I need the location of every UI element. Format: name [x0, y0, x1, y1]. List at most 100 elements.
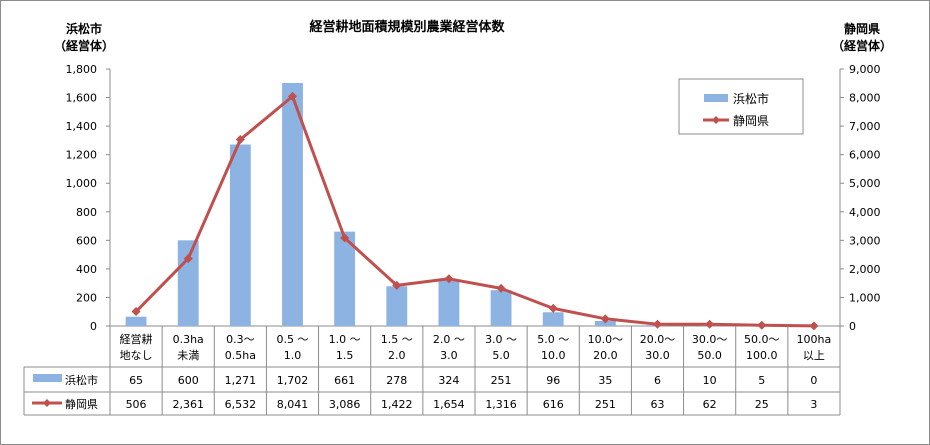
- y-left-tick: 400: [76, 263, 97, 276]
- x-tick-label: 1.5 ～: [381, 333, 413, 346]
- x-tick-label: 100ha: [797, 333, 832, 346]
- bar-hamamatsu: [177, 240, 199, 326]
- data-label-hamamatsu: 5: [758, 374, 765, 387]
- y-left-tick: 600: [76, 234, 97, 247]
- bar-hamamatsu: [125, 316, 147, 326]
- y-right-tick: 4,000: [849, 206, 881, 219]
- data-label-shizuoka: 1,422: [381, 398, 413, 411]
- y-right-tick: 7,000: [849, 120, 881, 133]
- bar-hamamatsu: [282, 82, 303, 327]
- x-tick-label: 以上: [803, 349, 825, 362]
- x-tick-label: 地なし: [120, 349, 153, 362]
- x-tick-label: 5.0: [492, 349, 510, 362]
- data-label-shizuoka: 1,316: [485, 398, 517, 411]
- x-tick-label: 2.0: [388, 349, 406, 362]
- data-label-shizuoka: 3,086: [329, 398, 361, 411]
- marker-shizuoka: [600, 314, 610, 324]
- x-tick-label: 経営耕: [120, 332, 153, 346]
- y-left-tick: 200: [76, 291, 97, 304]
- x-tick-label: 10.0～: [588, 333, 624, 346]
- x-tick-label: 1.0: [284, 349, 302, 362]
- x-tick-label: 0.5 ～: [277, 333, 309, 346]
- data-label-shizuoka: 616: [543, 398, 564, 411]
- data-label-hamamatsu: 324: [438, 374, 459, 387]
- y-right-tick: 9,000: [849, 63, 881, 76]
- table-row-header: 静岡県: [65, 397, 98, 411]
- marker-shizuoka: [183, 254, 193, 264]
- y-right-tick: 1,000: [849, 291, 881, 304]
- data-label-hamamatsu: 65: [129, 374, 143, 387]
- data-label-hamamatsu: 251: [491, 374, 512, 387]
- table-key-shizuoka-marker: [43, 399, 51, 407]
- x-tick-label: 3.0: [440, 349, 458, 362]
- marker-shizuoka: [340, 233, 350, 243]
- x-tick-label: 5.0 ～: [537, 333, 569, 346]
- x-tick-label: 0.3ha: [173, 333, 204, 346]
- marker-shizuoka: [288, 91, 297, 101]
- legend-label-shizuoka: 静岡県: [733, 114, 769, 128]
- marker-shizuoka: [235, 134, 245, 144]
- data-label-shizuoka: 25: [755, 398, 769, 411]
- bar-hamamatsu: [594, 321, 616, 326]
- x-tick-label: 30.0～: [692, 333, 728, 346]
- data-label-shizuoka: 62: [703, 398, 717, 411]
- legend-marker-shizuoka: [712, 116, 720, 124]
- y-left-label: 浜松市: [66, 21, 102, 36]
- x-tick-label: 2.0 ～: [433, 333, 465, 346]
- data-label-shizuoka: 6,532: [225, 398, 257, 411]
- x-tick-label: 10.0: [541, 349, 566, 362]
- y-left-tick: 0: [90, 320, 97, 333]
- x-tick-label: 1.5: [336, 349, 354, 362]
- data-label-shizuoka: 2,361: [172, 398, 204, 411]
- marker-shizuoka: [653, 319, 662, 329]
- y-right-tick: 3,000: [849, 234, 881, 247]
- x-tick-label: 50.0: [697, 349, 722, 362]
- marker-shizuoka: [496, 283, 506, 293]
- x-tick-label: 30.0: [645, 349, 670, 362]
- x-tick-label: 0.5ha: [225, 349, 256, 362]
- x-tick-label: 20.0: [593, 349, 618, 362]
- marker-shizuoka: [757, 320, 767, 330]
- x-tick-label: 20.0～: [640, 333, 676, 346]
- data-label-hamamatsu: 661: [334, 374, 355, 387]
- bar-hamamatsu: [438, 279, 460, 326]
- data-label-hamamatsu: 0: [810, 374, 817, 387]
- x-tick-label: 0.3～: [226, 333, 255, 346]
- x-tick-label: 3.0 ～: [485, 333, 517, 346]
- bar-hamamatsu: [386, 286, 408, 326]
- data-label-shizuoka: 3: [810, 398, 817, 411]
- bar-hamamatsu: [334, 231, 356, 326]
- data-label-hamamatsu: 10: [703, 374, 717, 387]
- data-label-shizuoka: 63: [651, 398, 665, 411]
- legend-box: [678, 78, 804, 135]
- marker-shizuoka: [444, 274, 454, 284]
- data-label-shizuoka: 506: [126, 398, 147, 411]
- y-right-tick: 6,000: [849, 149, 881, 162]
- data-label-hamamatsu: 1,271: [225, 374, 257, 387]
- data-label-shizuoka: 1,654: [433, 398, 465, 411]
- y-left-label-unit: （経営体）: [54, 38, 114, 53]
- chart-title: 経営耕地面積規模別農業経営体数: [309, 19, 505, 35]
- y-left-tick: 1,800: [66, 63, 98, 76]
- y-right-tick: 2,000: [849, 263, 881, 276]
- y-right-tick: 8,000: [849, 92, 881, 105]
- y-left-tick: 1,200: [66, 149, 98, 162]
- data-label-hamamatsu: 600: [178, 374, 199, 387]
- y-right-tick: 5,000: [849, 177, 881, 190]
- y-left-tick: 1,000: [66, 177, 98, 190]
- marker-shizuoka: [809, 321, 819, 331]
- data-label-hamamatsu: 278: [386, 374, 407, 387]
- marker-shizuoka: [705, 319, 715, 329]
- y-left-tick: 800: [76, 206, 97, 219]
- marker-shizuoka: [131, 307, 141, 317]
- x-tick-label: 未満: [177, 349, 199, 362]
- data-label-hamamatsu: 96: [546, 374, 560, 387]
- line-shizuoka: [135, 94, 814, 328]
- y-right-label-unit: （経営体）: [832, 38, 892, 53]
- marker-shizuoka: [548, 303, 558, 313]
- x-tick-label: 100.0: [746, 349, 778, 362]
- marker-shizuoka: [392, 280, 402, 290]
- data-label-hamamatsu: 1,702: [277, 374, 309, 387]
